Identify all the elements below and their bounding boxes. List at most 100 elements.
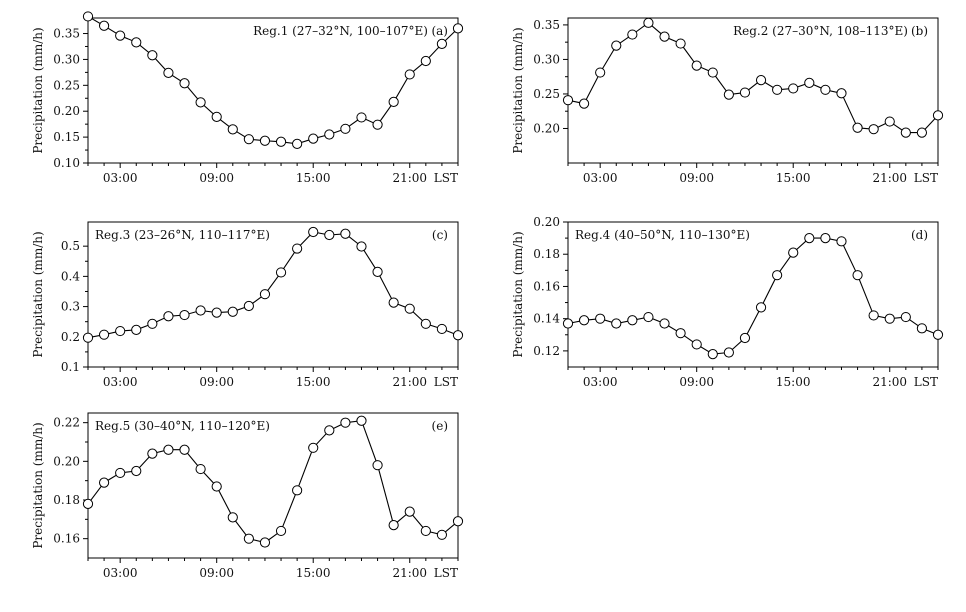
plot-frame [567, 221, 939, 368]
data-point [227, 306, 238, 317]
chart-title: Reg.4 (40–50°N, 110–130°E) [575, 228, 750, 242]
x-tick-label: 09:00 [679, 171, 714, 185]
data-point [691, 60, 702, 71]
data-point [179, 444, 190, 455]
data-point [420, 525, 431, 537]
data-point [243, 533, 254, 544]
data-point [275, 267, 287, 278]
data-point [836, 88, 847, 99]
data-point [147, 50, 158, 61]
data-point [259, 135, 271, 146]
y-tick-label: 0.4 [61, 269, 80, 283]
x-tick-label: 03:00 [583, 171, 618, 185]
chart-title: Reg.2 (27–30°N, 108–113°E) [733, 24, 908, 38]
data-point [436, 38, 448, 49]
data-point [324, 229, 335, 241]
y-tick-label: 0.15 [53, 130, 80, 144]
chart-panel-e: 0.16 0.18 0.20 0.22 03:00 09:00 15:00 21:00 LST P… [31, 412, 464, 580]
chart-panel-d: 0.12 0.14 0.16 0.18 0.20 03:00 09:00 15:00 21:00… [511, 215, 944, 389]
y-tick-label: 0.12 [533, 344, 560, 358]
chart-panel-c: 0.1 0.2 0.3 0.4 0.5 03:00 09:00 15:00 21:00 LST Pr… [31, 221, 464, 389]
data-point [452, 23, 464, 34]
y-tick-label: 0.20 [53, 104, 80, 118]
data-point [340, 123, 351, 134]
x-unit-label: LST [914, 375, 938, 389]
data-point [932, 110, 944, 121]
data-point [852, 122, 863, 133]
data-point [292, 243, 303, 254]
data-point [659, 31, 670, 42]
plot-frame [87, 17, 459, 164]
chart-panel-b: 0.20 0.25 0.30 0.35 03:00 09:00 15:00 21:00 LST P… [511, 17, 944, 185]
data-point [147, 318, 158, 329]
data-point [82, 332, 94, 343]
data-point [452, 516, 464, 527]
data-point [675, 38, 686, 49]
y-axis-label: Precipitation (mm/h) [31, 27, 45, 153]
y-axis-label: Precipitation (mm/h) [511, 27, 525, 153]
data-point [340, 417, 351, 428]
x-tick-label: 09:00 [199, 171, 234, 185]
data-point [275, 136, 287, 147]
data-point [595, 313, 606, 324]
data-point [707, 67, 718, 78]
data-point [211, 481, 222, 492]
x-tick-label: 15:00 [776, 375, 811, 389]
data-point [356, 112, 367, 123]
y-axis-label: Precipitation (mm/h) [31, 422, 45, 548]
y-tick-label: 0.18 [53, 493, 80, 507]
data-point [195, 305, 206, 316]
x-tick-label: 03:00 [103, 566, 138, 580]
x-tick-label: 21:00 [392, 375, 427, 389]
data-point [643, 311, 654, 323]
data-point [916, 127, 928, 138]
y-tick-label: 0.14 [533, 312, 560, 326]
x-tick-label: 21:00 [392, 566, 427, 580]
data-point [131, 465, 142, 477]
data-point [195, 97, 206, 108]
data-point [131, 324, 142, 335]
data-point [82, 11, 94, 22]
data-point [627, 315, 638, 326]
chart-title: Reg.5 (30–40°N, 110–120°E) [95, 419, 270, 433]
data-point [163, 444, 174, 455]
data-point [275, 525, 287, 537]
data-point [98, 20, 110, 31]
panel-label: (e) [432, 419, 448, 433]
data-point [562, 95, 574, 106]
x-tick-label: 21:00 [872, 171, 907, 185]
data-point [436, 529, 448, 540]
data-point [388, 297, 399, 308]
y-tick-label: 0.22 [53, 416, 80, 430]
data-point [755, 302, 767, 313]
y-tick-label: 0.25 [53, 78, 80, 92]
data-point [372, 460, 383, 471]
data-point [804, 233, 815, 244]
data-point [388, 96, 399, 107]
data-point [292, 138, 303, 149]
data-point [868, 124, 879, 135]
data-point [308, 226, 319, 238]
data-point [388, 520, 399, 531]
chart-title: Reg.3 (23–26°N, 110–117°E) [95, 228, 270, 242]
panel-label: (b) [911, 24, 928, 38]
data-point [404, 303, 415, 314]
y-tick-label: 0.16 [533, 279, 560, 293]
data-point [227, 512, 238, 523]
data-point [179, 78, 190, 89]
x-tick-label: 15:00 [776, 171, 811, 185]
y-tick-label: 0.10 [53, 156, 80, 170]
x-tick-label: 15:00 [296, 566, 331, 580]
data-point [115, 467, 126, 479]
series-line [87, 420, 459, 544]
data-point [691, 339, 702, 350]
data-point [804, 77, 815, 89]
data-point [436, 323, 448, 335]
data-point [259, 537, 271, 548]
data-point [611, 40, 622, 51]
data-point [98, 329, 110, 340]
data-point [643, 17, 654, 28]
y-tick-label: 0.20 [533, 121, 560, 135]
y-tick-label: 0.35 [533, 18, 560, 32]
